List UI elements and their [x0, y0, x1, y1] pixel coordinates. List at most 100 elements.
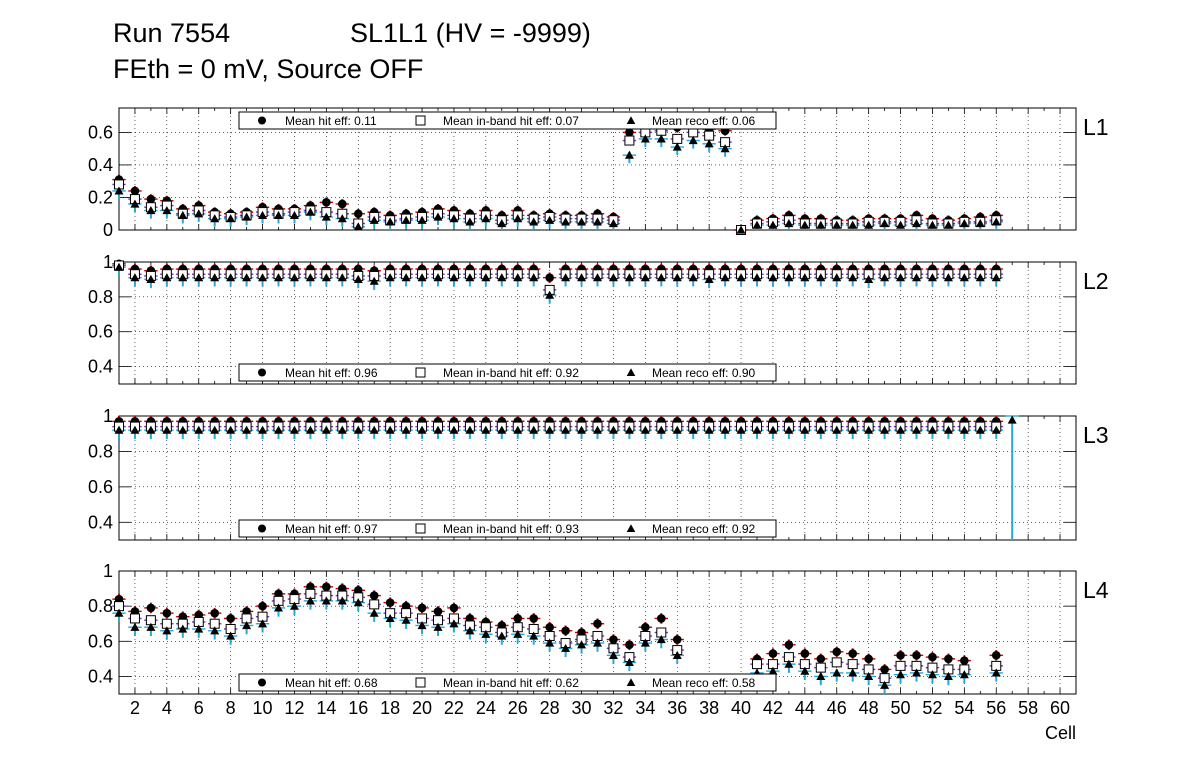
y-tick-label: 0.4: [88, 666, 113, 686]
reco-marker: [162, 273, 172, 282]
reco-marker: [768, 425, 778, 434]
reco-marker: [321, 273, 331, 282]
reco-marker: [672, 425, 682, 434]
hit-marker: [130, 186, 140, 196]
reco-marker: [545, 290, 555, 299]
y-tick-label: 0.6: [88, 122, 113, 142]
reco-marker: [959, 670, 969, 679]
reco-marker: [130, 622, 140, 631]
legend-hit-text: Mean hit eff: 0.68: [285, 676, 378, 690]
hit-marker: [672, 635, 682, 644]
reco-marker: [577, 640, 587, 649]
reco-marker: [258, 273, 268, 282]
reco-marker: [640, 134, 650, 143]
y-tick-label: 1: [103, 252, 113, 272]
legend-reco-marker: [626, 368, 636, 376]
reco-marker: [577, 217, 587, 226]
reco-marker: [848, 220, 858, 229]
reco-marker: [401, 215, 411, 224]
hit-marker: [162, 608, 172, 618]
reco-marker: [210, 214, 220, 223]
hit-marker: [210, 608, 219, 618]
reco-marker: [433, 425, 443, 434]
reco-marker: [178, 273, 188, 282]
reco-marker: [593, 425, 602, 434]
reco-marker: [624, 273, 634, 282]
reco-marker: [784, 273, 794, 282]
reco-marker: [242, 425, 252, 434]
reco-marker: [816, 273, 826, 282]
reco-marker: [768, 273, 778, 282]
reco-marker: [178, 425, 188, 434]
x-tick-label: 8: [226, 698, 236, 718]
hit-marker: [385, 598, 395, 607]
legend-frame: [238, 111, 777, 130]
hit-marker: [784, 640, 794, 650]
inband-marker: [704, 130, 715, 141]
legend-hit-text: Mean hit eff: 0.96: [285, 366, 378, 380]
hit-marker: [146, 603, 156, 613]
reco-marker: [975, 218, 985, 228]
reco-marker: [975, 273, 985, 282]
reco-marker: [210, 425, 220, 434]
reco-marker: [593, 638, 602, 647]
x-tick-label: 50: [891, 698, 911, 718]
hit-marker: [146, 194, 156, 204]
reco-marker: [752, 425, 762, 434]
reco-marker: [864, 425, 874, 434]
reco-marker: [305, 207, 315, 216]
reco-marker: [162, 626, 172, 635]
hit-marker: [545, 273, 554, 282]
legend-reco-marker: [626, 116, 636, 124]
reco-marker: [433, 273, 443, 282]
y-tick-label: 0.4: [88, 155, 113, 175]
reco-marker: [896, 220, 906, 229]
reco-marker: [640, 638, 650, 647]
reco-marker: [577, 273, 587, 282]
hit-marker: [816, 654, 826, 664]
x-tick-label: 42: [763, 698, 783, 718]
reco-marker: [513, 273, 523, 282]
reco-marker: [513, 425, 523, 434]
x-tick-label: 44: [795, 698, 815, 718]
title-threshold: FEth = 0 mV, Source OFF: [113, 54, 423, 84]
reco-marker: [385, 273, 395, 282]
hit-marker: [545, 622, 554, 632]
reco-marker: [752, 220, 762, 229]
reco-marker: [656, 635, 666, 644]
reco-marker: [864, 220, 874, 229]
x-tick-label: 56: [986, 698, 1006, 718]
reco-marker: [959, 425, 969, 434]
y-tick-label: 0.8: [88, 441, 113, 461]
reco-marker: [816, 220, 826, 229]
layer-label: L4: [1083, 577, 1109, 603]
reco-marker: [481, 273, 491, 282]
hit-marker: [529, 614, 538, 623]
reco-marker: [672, 273, 682, 282]
reco-marker: [991, 668, 1001, 677]
hit-marker: [880, 665, 889, 674]
reco-marker: [784, 659, 794, 668]
reco-marker: [146, 622, 156, 631]
reco-marker: [114, 608, 124, 617]
reco-marker: [417, 620, 427, 630]
legend-reco-text: Mean reco eff: 0.58: [652, 676, 756, 690]
reco-marker: [912, 273, 921, 282]
reco-marker: [242, 620, 252, 630]
y-tick-label: 1: [103, 406, 113, 426]
hit-marker: [832, 647, 842, 657]
reco-marker: [449, 214, 459, 223]
reco-marker: [497, 218, 507, 228]
reco-marker: [768, 666, 778, 675]
reco-marker: [736, 225, 746, 234]
inband-marker: [752, 659, 762, 670]
legend-hit-marker: [258, 524, 266, 533]
reco-marker: [864, 671, 874, 681]
reco-marker: [401, 615, 411, 624]
reco-marker: [369, 608, 379, 617]
reco-marker: [752, 273, 762, 282]
reco-marker: [736, 425, 746, 434]
legend-reco-text: Mean reco eff: 0.06: [652, 114, 756, 128]
legend: Mean hit eff: 0.11 Mean in-band hit eff: …: [238, 111, 777, 130]
reco-marker: [369, 215, 379, 224]
